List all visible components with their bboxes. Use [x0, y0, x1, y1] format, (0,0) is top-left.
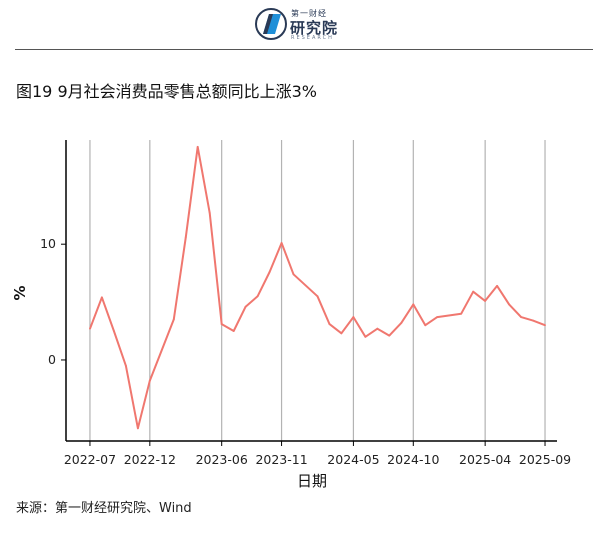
data-point [364, 335, 367, 338]
data-point [376, 327, 379, 330]
first-financial-logo-icon [255, 8, 287, 40]
data-point [328, 323, 331, 325]
data-point [388, 334, 391, 337]
data-point [508, 303, 510, 306]
x-tick-label: 2025-04 [459, 452, 511, 467]
chart-axes [65, 140, 557, 442]
data-point [460, 312, 463, 315]
header-divider [15, 49, 593, 50]
data-point [232, 330, 235, 332]
x-ticks: 2022-07 2022-12 2023-06 2023-11 2024-05 2024-… [64, 441, 571, 467]
report-header: 第一财经 研究院 RESEARCH [0, 0, 610, 52]
series-layer [89, 145, 546, 430]
data-point [292, 273, 295, 276]
line-chart: 010 2022-07 2022-12 2023-06 2023-11 2024-05 2… [11, 140, 571, 490]
data-point [148, 379, 151, 382]
data-point [316, 295, 319, 298]
x-tick-label: 2022-07 [64, 452, 116, 467]
data-point [424, 324, 427, 327]
data-point [496, 285, 498, 287]
data-point [184, 236, 187, 239]
data-point [340, 332, 343, 335]
data-point [352, 316, 355, 318]
logo-main-text: 研究院 [290, 19, 339, 37]
data-point [268, 271, 271, 273]
x-tick-label: 2022-12 [124, 452, 176, 467]
data-point [532, 319, 534, 322]
data-point [412, 303, 415, 306]
logo-sub-text: RESEARCH [291, 35, 334, 41]
data-point [220, 323, 223, 325]
chart-title: 图19 9月社会消费品零售总额同比上涨3% [16, 82, 318, 101]
series-line [89, 145, 546, 430]
x-tick-label: 2023-06 [196, 452, 248, 467]
y-tick-label: 10 [40, 236, 56, 251]
data-point [472, 290, 475, 293]
x-tick-label: 2023-11 [255, 452, 307, 467]
x-tick-label: 2024-10 [387, 452, 439, 467]
data-point [280, 242, 283, 244]
x-tick-label: 2025-09 [519, 452, 571, 467]
data-point [256, 295, 259, 298]
data-point [484, 300, 486, 302]
data-point [137, 427, 139, 430]
x-axis-label: 日期 [297, 472, 327, 490]
chart-grid [89, 140, 546, 441]
data-point [125, 364, 127, 367]
data-point [520, 316, 522, 318]
data-point [208, 212, 211, 214]
data-point [113, 330, 115, 332]
data-point [436, 316, 439, 318]
data-point [400, 322, 403, 324]
x-tick-label: 2024-05 [327, 452, 379, 467]
data-point [244, 305, 247, 308]
data-point [89, 327, 91, 330]
logo-name: 第一财经 [291, 9, 327, 18]
y-ticks: 0 10 [40, 236, 66, 367]
y-axis-label: % [11, 285, 29, 300]
source-note: 来源：第一财经研究院、Wind [16, 501, 192, 516]
y-tick-label: 0 [48, 352, 56, 367]
data-point [172, 318, 175, 321]
brand-logo: 第一财经 研究院 RESEARCH [254, 4, 364, 44]
data-point [101, 296, 103, 299]
data-point [196, 146, 199, 148]
data-point [544, 324, 546, 327]
